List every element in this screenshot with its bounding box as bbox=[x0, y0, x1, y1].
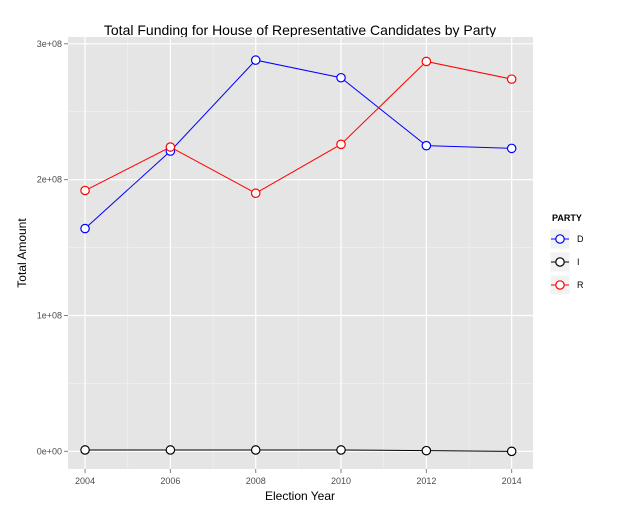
x-tick-label: 2014 bbox=[502, 476, 522, 486]
data-point-r bbox=[421, 56, 432, 67]
data-point-r bbox=[336, 139, 346, 150]
major-gridlines bbox=[68, 37, 533, 469]
legend-key-point bbox=[555, 280, 565, 290]
x-tick-label: 2010 bbox=[331, 476, 351, 486]
legend-label: I bbox=[577, 257, 580, 267]
y-axis: 0e+00 1e+08 2e+08 3e+08 bbox=[37, 39, 68, 456]
x-tick-label: 2008 bbox=[246, 476, 266, 486]
data-point-r bbox=[165, 142, 176, 152]
data-point-d bbox=[506, 143, 517, 154]
y-tick-label: 0e+00 bbox=[37, 446, 62, 456]
legend-key-point bbox=[555, 257, 565, 267]
series-line-r bbox=[84, 60, 512, 194]
data-point-i bbox=[421, 445, 432, 456]
y-axis-title: Total Amount bbox=[15, 218, 29, 288]
y-tick-label: 3e+08 bbox=[37, 39, 62, 49]
x-axis-title: Election Year bbox=[265, 489, 335, 503]
legend-label: D bbox=[577, 234, 584, 244]
minor-gridlines bbox=[68, 37, 533, 469]
plot-panel bbox=[68, 37, 533, 469]
legend-key-point bbox=[555, 234, 565, 244]
x-tick-label: 2006 bbox=[160, 476, 180, 486]
x-tick-label: 2012 bbox=[416, 476, 436, 486]
data-point-i bbox=[336, 445, 346, 455]
series-line-d bbox=[84, 59, 512, 229]
legend-label: R bbox=[577, 280, 584, 290]
series-line-i bbox=[85, 449, 512, 452]
data-point-r bbox=[506, 74, 517, 84]
y-tick-label: 1e+08 bbox=[37, 310, 62, 320]
data-point-i bbox=[506, 446, 517, 457]
data-point-r bbox=[80, 185, 90, 196]
x-axis: 2004 2006 2008 2010 2012 2014 bbox=[75, 469, 522, 486]
data-point-d bbox=[80, 223, 90, 234]
data-point-r bbox=[250, 188, 261, 199]
series-layer bbox=[80, 55, 517, 457]
data-point-i bbox=[165, 445, 176, 455]
data-point-d bbox=[250, 55, 261, 65]
chart-title: Total Funding for House of Representativ… bbox=[104, 22, 496, 38]
data-point-d bbox=[421, 140, 432, 151]
data-point-i bbox=[80, 445, 90, 455]
data-point-i bbox=[250, 445, 261, 455]
x-tick-label: 2004 bbox=[75, 476, 95, 486]
legend: PARTY D I R bbox=[549, 213, 584, 296]
legend-title: PARTY bbox=[552, 213, 582, 223]
data-point-d bbox=[336, 72, 346, 83]
y-tick-label: 2e+08 bbox=[37, 175, 62, 185]
